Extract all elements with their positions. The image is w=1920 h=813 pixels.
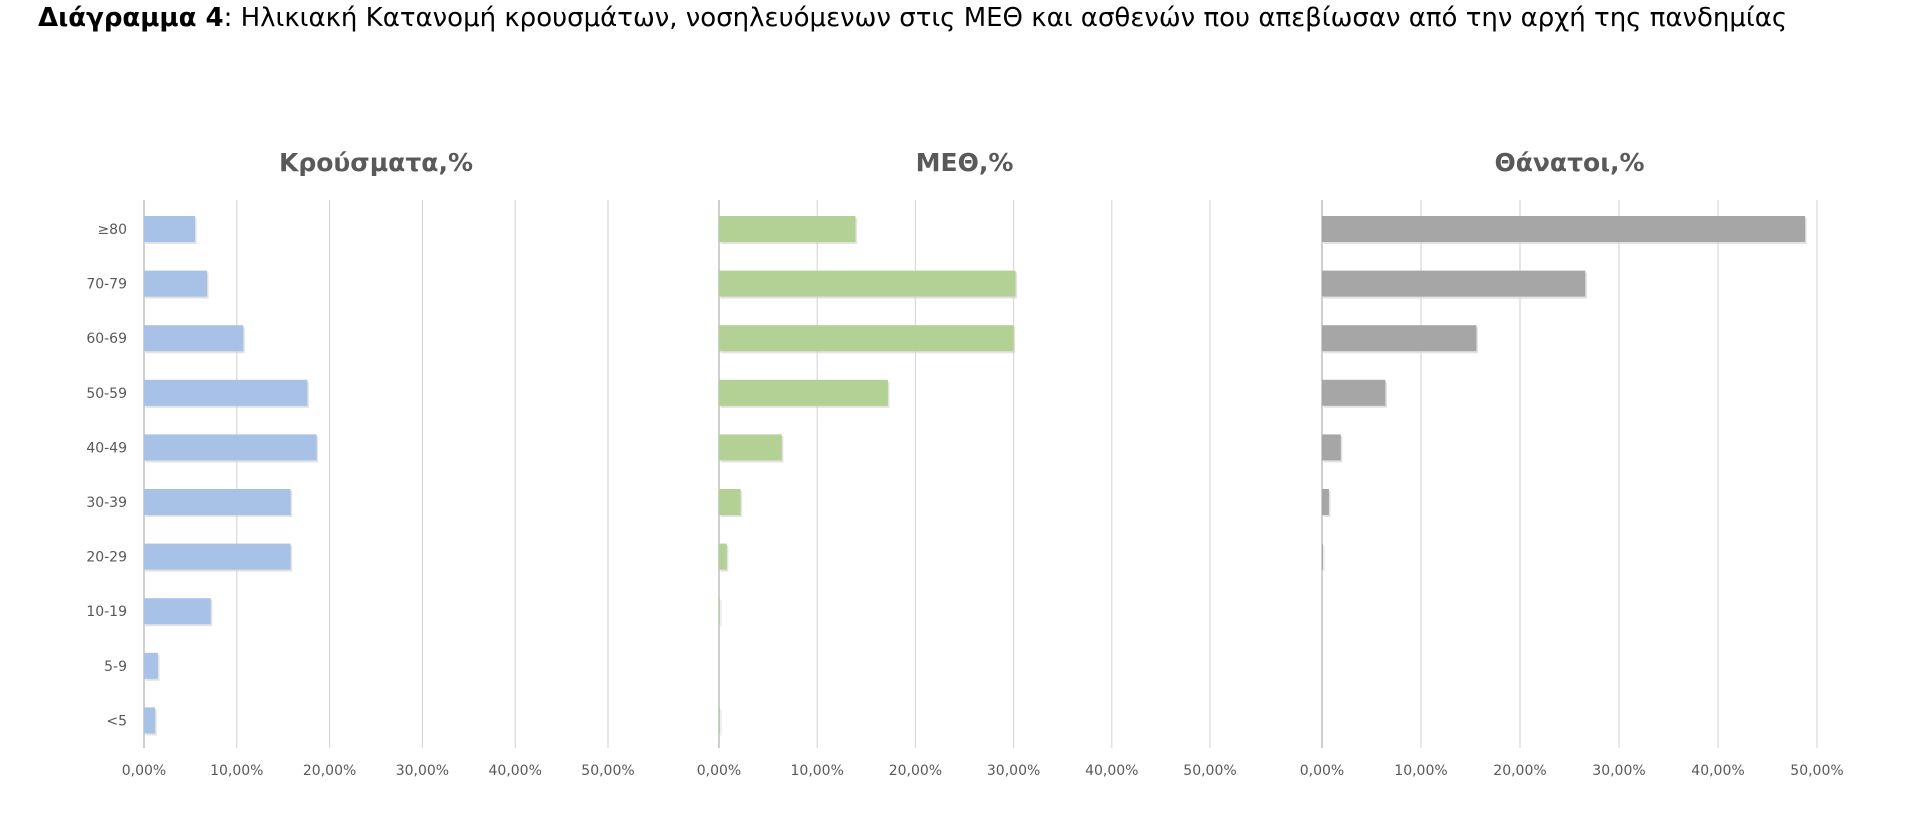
bar <box>1322 216 1806 242</box>
x-tick-label: 30,00% <box>987 763 1040 779</box>
bar-shadow <box>720 709 722 736</box>
category-label: <5 <box>106 713 127 729</box>
x-tick-label: 40,00% <box>489 763 542 779</box>
bar <box>144 270 208 297</box>
bar <box>144 543 291 570</box>
category-label: 40-49 <box>86 440 127 456</box>
x-tick-label: 40,00% <box>1691 763 1744 779</box>
bar <box>144 216 196 242</box>
bar <box>144 379 308 406</box>
figure-title: Διάγραμμα 4: Ηλικιακή Κατανομή κρουσμάτω… <box>38 0 1787 36</box>
chart-panel-cases: 0,00% 10,00% 20,00% 30,00% 40,00% 50,00% Κρούσ… <box>86 148 634 779</box>
figure-caption: : Ηλικιακή Κατανομή κρουσμάτων, νοσηλευό… <box>223 3 1788 33</box>
bar <box>1322 325 1477 352</box>
bar <box>144 652 158 679</box>
bar <box>719 379 888 406</box>
x-tick-label: 20,00% <box>303 763 356 779</box>
x-tick-label: 50,00% <box>1183 763 1236 779</box>
bar <box>1322 434 1341 461</box>
figure-label: Διάγραμμα 4 <box>38 3 224 33</box>
bar <box>1322 543 1323 570</box>
x-tick-label: 10,00% <box>210 763 263 779</box>
category-label: 30-39 <box>86 495 127 511</box>
bar <box>719 325 1014 352</box>
bar <box>719 489 741 515</box>
category-label: 5-9 <box>104 659 127 675</box>
bar <box>719 270 1016 297</box>
x-tick-label: 50,00% <box>1790 763 1843 779</box>
bar <box>144 434 317 461</box>
bar <box>719 598 720 625</box>
category-label: 20-29 <box>86 550 127 566</box>
chart-panel-deaths: 0,00% 10,00% 20,00% 30,00% 40,00% 50,00% Θάνατ… <box>1300 148 1844 779</box>
category-label: ≥80 <box>97 222 127 238</box>
bar-shadow <box>1323 545 1325 572</box>
x-tick-label: 20,00% <box>889 763 942 779</box>
x-tick-label: 20,00% <box>1493 763 1546 779</box>
category-label: 70-79 <box>86 277 127 293</box>
bar <box>1322 489 1329 515</box>
x-tick-label: 40,00% <box>1085 763 1138 779</box>
x-tick-label: 0,00% <box>697 763 741 779</box>
x-tick-label: 0,00% <box>1300 763 1344 779</box>
bar <box>719 707 720 734</box>
bar <box>144 598 211 625</box>
chart-panel-icu: 0,00% 10,00% 20,00% 30,00% 40,00% 50,00% ΜΕΘ,% <box>697 148 1237 779</box>
panel-title: ΜΕΘ,% <box>916 148 1014 177</box>
bar <box>719 543 727 570</box>
panel-title: Κρούσματα,% <box>279 148 473 177</box>
bar <box>144 325 244 352</box>
category-label: 10-19 <box>86 604 127 620</box>
x-tick-label: 30,00% <box>396 763 449 779</box>
bar <box>144 489 291 515</box>
bar <box>1322 379 1386 406</box>
panel-title: Θάνατοι,% <box>1494 148 1644 177</box>
bar <box>144 707 156 734</box>
category-label: 50-59 <box>86 386 127 402</box>
x-tick-label: 0,00% <box>122 763 166 779</box>
category-label: 60-69 <box>86 331 127 347</box>
x-tick-label: 50,00% <box>581 763 634 779</box>
bar-shadow <box>720 600 722 627</box>
x-tick-label: 10,00% <box>1394 763 1447 779</box>
bar <box>1322 270 1586 297</box>
x-tick-label: 30,00% <box>1592 763 1645 779</box>
x-tick-label: 10,00% <box>791 763 844 779</box>
bar <box>719 216 856 242</box>
bar <box>719 434 782 461</box>
